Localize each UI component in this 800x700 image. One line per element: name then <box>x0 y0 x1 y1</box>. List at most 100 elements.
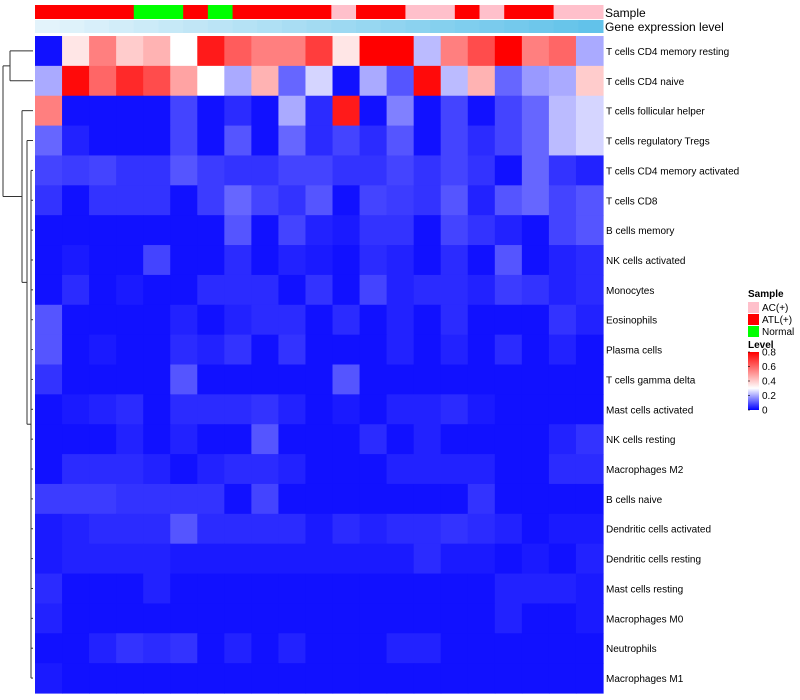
heatmap-cell <box>521 394 550 425</box>
heatmap-cell <box>278 454 307 485</box>
heatmap-cell <box>197 394 225 425</box>
sample-annotation-cell <box>207 5 234 19</box>
heatmap-cell <box>62 424 90 455</box>
heatmap-cell <box>467 155 496 186</box>
heatmap-cell <box>413 454 442 485</box>
heatmap-cell <box>89 513 117 545</box>
heatmap-cell <box>359 125 388 157</box>
heatmap-cell <box>197 304 225 336</box>
heatmap-cell <box>278 304 307 336</box>
heatmap-cell <box>548 185 577 216</box>
heatmap-cell <box>494 394 523 425</box>
heatmap-cell <box>386 304 415 336</box>
heatmap-cell <box>413 603 442 634</box>
heatmap-cell <box>494 573 523 605</box>
heatmap-cell <box>386 543 415 575</box>
heatmap-cell <box>575 36 604 67</box>
heatmap-cell <box>440 65 469 97</box>
heatmap-cell <box>143 245 171 276</box>
heatmap-cell <box>197 543 225 575</box>
heatmap-cell <box>143 603 171 634</box>
heatmap-cell <box>575 424 604 455</box>
heatmap-cell <box>116 663 144 694</box>
heatmap-cell <box>278 513 307 545</box>
heatmap-cell <box>413 185 442 216</box>
gene-expression-annotation-cell <box>232 20 258 33</box>
heatmap-cell <box>440 334 469 366</box>
heatmap-cell <box>278 125 307 157</box>
heatmap-cell <box>548 454 577 485</box>
heatmap-cell <box>440 274 469 306</box>
heatmap-cell <box>359 65 388 97</box>
gene-expression-annotation-cell <box>430 20 456 33</box>
heatmap-cell <box>494 155 523 186</box>
sample-annotation-cell <box>35 5 61 19</box>
row-label: NK cells resting <box>606 435 675 446</box>
heatmap-cell <box>521 36 550 67</box>
heatmap-cell <box>116 304 144 336</box>
row-label: Dendritic cells activated <box>606 525 711 536</box>
heatmap-cell <box>305 95 334 127</box>
heatmap-cell <box>440 483 469 515</box>
heatmap-cell <box>413 543 442 575</box>
heatmap-cell <box>521 304 550 336</box>
heatmap-cell <box>467 95 496 127</box>
heatmap-cell <box>494 36 523 67</box>
heatmap-cell <box>332 245 361 276</box>
heatmap-cell <box>62 543 90 575</box>
heatmap-cell <box>413 95 442 127</box>
heatmap-cell <box>116 483 144 515</box>
heatmap-cell <box>359 663 388 694</box>
heatmap-cell <box>116 125 144 157</box>
sample-annotation-cell <box>454 5 481 19</box>
heatmap-cell <box>89 543 117 575</box>
heatmap-cell <box>305 424 334 455</box>
heatmap-cell <box>305 274 334 306</box>
heatmap-cell <box>467 603 496 634</box>
heatmap-cell <box>521 424 550 455</box>
heatmap-cell <box>35 185 63 216</box>
heatmap-cell <box>224 483 252 515</box>
row-label: T cells CD8 <box>606 196 658 207</box>
heatmap-cell <box>170 573 198 605</box>
heatmap-cell <box>332 513 361 545</box>
heatmap-cell <box>143 304 171 336</box>
heatmap-cell <box>224 543 252 575</box>
row-label: Neutrophils <box>606 644 657 655</box>
heatmap-cell <box>170 543 198 575</box>
heatmap-cell <box>494 513 523 545</box>
heatmap-cell <box>197 424 225 455</box>
heatmap-cell <box>89 663 117 694</box>
gene-expression-annotation-cell <box>35 20 61 33</box>
heatmap-cell <box>62 185 90 216</box>
heatmap-cell <box>278 633 307 664</box>
heatmap-cell <box>440 573 469 605</box>
heatmap-cell <box>386 573 415 605</box>
gene-expression-annotation-cell <box>183 20 209 33</box>
heatmap-cell <box>251 364 280 395</box>
heatmap-cell <box>332 394 361 425</box>
row-label: T cells CD4 memory activated <box>606 166 739 177</box>
heatmap-cell <box>467 633 496 664</box>
heatmap-cell <box>89 65 117 97</box>
heatmap-cell <box>332 185 361 216</box>
legend: Sample AC(+)ATL(+)Normal Level 0.8 0.6 0.4… <box>748 289 794 417</box>
gene-expression-annotation-cell <box>207 20 234 33</box>
heatmap-cell <box>575 663 604 694</box>
heatmap-cell <box>440 304 469 336</box>
heatmap-cell <box>548 65 577 97</box>
heatmap-cell <box>305 36 334 67</box>
heatmap-cell <box>251 543 280 575</box>
row-label: Macrophages M0 <box>606 614 684 625</box>
heatmap-cell <box>170 513 198 545</box>
heatmap-cell <box>440 36 469 67</box>
heatmap-cell <box>170 633 198 664</box>
heatmap-cell <box>224 394 252 425</box>
heatmap-cell <box>440 663 469 694</box>
heatmap-cell <box>440 603 469 634</box>
heatmap-cell <box>278 663 307 694</box>
sample-annotation-cell <box>281 5 308 19</box>
heatmap-cell <box>170 125 198 157</box>
heatmap-cell <box>332 334 361 366</box>
row-label: T cells follicular helper <box>606 107 705 118</box>
